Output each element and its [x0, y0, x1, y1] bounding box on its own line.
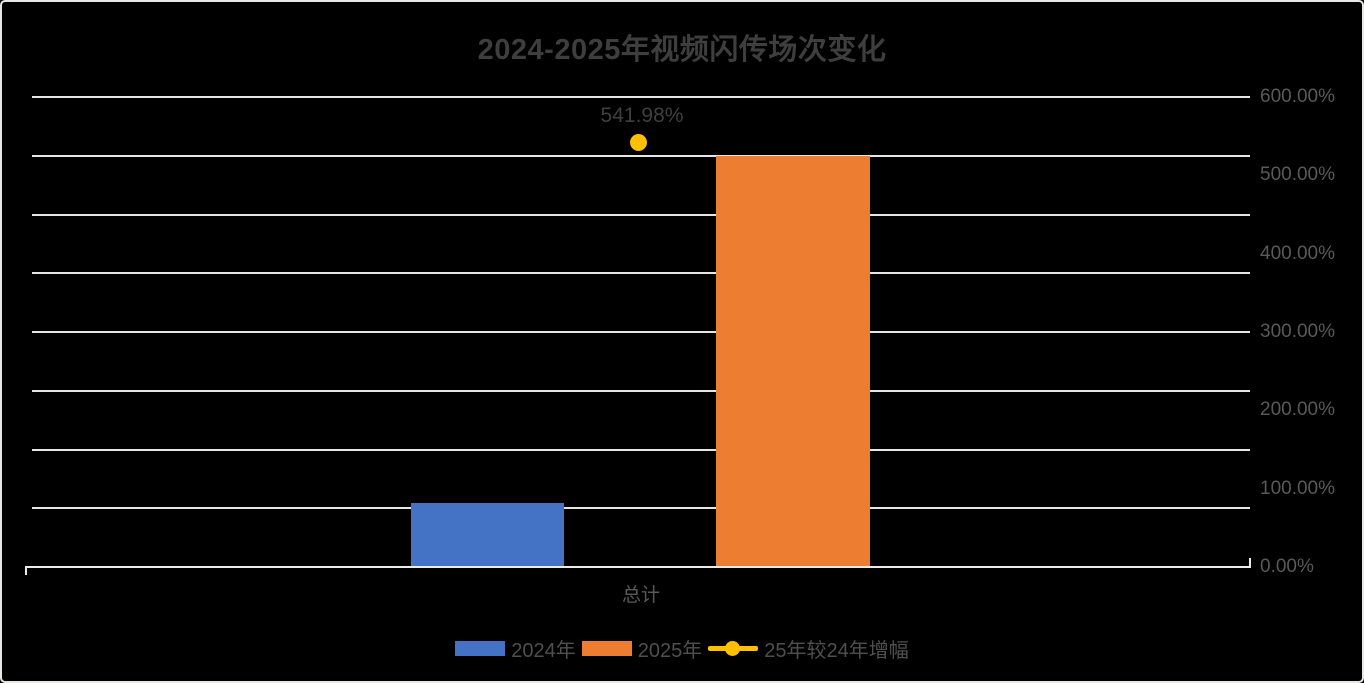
legend-label-2025: 2025年 — [637, 639, 703, 662]
legend-swatch-2024 — [455, 640, 506, 656]
gridline — [32, 507, 1250, 510]
y-axis-tick-label: 600.00% — [1260, 86, 1336, 107]
bar-2025 — [716, 156, 870, 567]
legend: 2024年 2025年 25年较24年增幅 — [2, 634, 1362, 663]
gridline — [32, 272, 1250, 275]
legend-label-growth: 25年较24年增幅 — [764, 639, 909, 662]
legend-item-growth: 25年较24年增幅 — [708, 634, 909, 663]
legend-item-2024: 2024年 — [455, 634, 576, 663]
plot-area: 541.98% — [32, 96, 1250, 567]
growth-point-marker — [629, 133, 647, 151]
gridline — [32, 96, 1250, 98]
y-axis-tick-label: 300.00% — [1260, 321, 1336, 342]
x-axis-line — [25, 566, 1251, 568]
legend-line-marker-icon — [708, 640, 759, 656]
legend-label-2024: 2024年 — [511, 639, 576, 662]
y-axis-tick-label: 400.00% — [1260, 242, 1336, 264]
y-axis-tick-label: 0.00% — [1260, 556, 1314, 577]
gridline — [32, 213, 1250, 216]
axis-end-tick-right — [1249, 558, 1251, 568]
x-axis-category-label: 总计 — [621, 585, 660, 606]
legend-dot-icon — [725, 640, 741, 656]
gridline — [32, 331, 1250, 333]
y-axis-tick-label: 200.00% — [1260, 399, 1336, 421]
growth-data-label: 541.98% — [600, 104, 684, 128]
legend-item-2025: 2025年 — [581, 634, 703, 663]
y-axis-tick-label: 500.00% — [1260, 164, 1336, 186]
chart-title: 2024-2025年视频闪传场次变化 — [477, 34, 887, 66]
gridline — [32, 389, 1250, 392]
gridline — [32, 154, 1250, 157]
legend-swatch-2025 — [581, 640, 632, 656]
gridline — [32, 448, 1250, 451]
bar-2024 — [411, 503, 564, 567]
axis-end-tick-left — [25, 566, 27, 575]
y-axis-tick-label: 100.00% — [1260, 477, 1336, 499]
